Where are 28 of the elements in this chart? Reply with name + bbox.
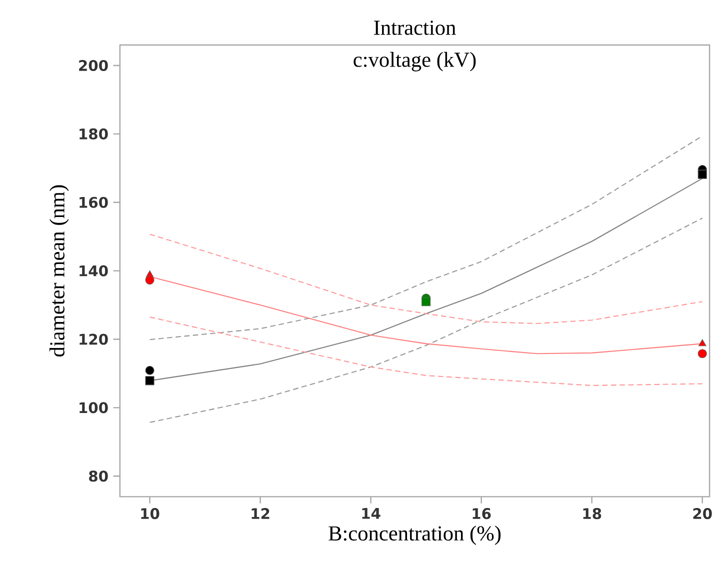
y-tick-label: 100 [80,402,108,414]
chart-subtitle: c:voltage (kV) [354,52,476,72]
line-series [149,316,703,386]
y-tick-label: 200 [79,60,108,72]
y-tick-label: 180 [80,128,108,140]
x-axis-title: B:concentration (%) [328,526,501,546]
y-tick-label: 140 [80,265,108,277]
chart-title: Intraction [374,20,456,36]
y-tick-label: 160 [80,197,108,208]
point [145,366,154,376]
point [145,276,154,285]
x-tick-label: 20 [693,508,712,520]
point [698,339,706,346]
point [698,349,707,358]
point [698,170,707,180]
x-tick-label: 14 [362,508,380,519]
x-tick-label: 16 [472,508,491,520]
x-tick-label: 12 [252,508,270,520]
y-axis-title: diameter mean (nm) [49,185,69,357]
point [145,376,154,386]
x-tick-label: 18 [583,508,602,520]
line-series [149,234,703,324]
line-series [149,136,703,340]
y-tick-label: 80 [89,470,108,482]
line-series [149,218,703,424]
y-tick-label: 120 [80,334,108,345]
x-tick-label: 10 [141,508,160,520]
point [422,297,431,306]
